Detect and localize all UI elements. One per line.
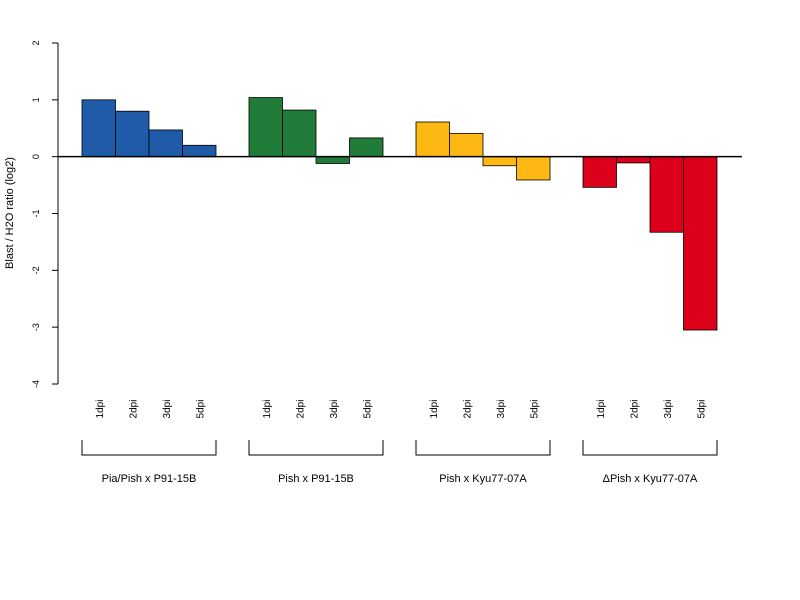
bar [415, 121, 450, 158]
bar [449, 132, 484, 158]
y-tick-label: 1 [31, 97, 41, 102]
x-tick-label: 3dpi [496, 400, 507, 419]
group-bracket [81, 440, 217, 456]
group-label: Pish x P91-15B [278, 473, 354, 485]
x-tick-label: 2dpi [128, 400, 139, 419]
y-tick-label: -4 [31, 380, 41, 388]
bars [81, 97, 718, 331]
bar [115, 110, 150, 158]
group-bracket [248, 440, 384, 456]
y-axis-label: Blast / H2O ratio (log2) [4, 157, 16, 269]
x-tick-label: 2dpi [462, 400, 473, 419]
bar [282, 109, 317, 158]
bar [649, 156, 684, 233]
group-label: ΔPish x Kyu77-07A [603, 473, 698, 485]
x-tick-label: 2dpi [295, 400, 306, 419]
group-bracket [582, 440, 718, 456]
y-tick-label: -1 [31, 209, 41, 217]
y-tick-label: -3 [31, 323, 41, 331]
x-tick-label: 1dpi [262, 400, 273, 419]
bar [182, 144, 217, 158]
y-tick-label: 2 [31, 40, 41, 45]
bar [148, 129, 183, 158]
x-tick-label: 3dpi [329, 400, 340, 419]
x-tick-label: 2dpi [629, 400, 640, 419]
bar [349, 137, 384, 158]
x-tick-label: 1dpi [95, 400, 106, 419]
x-tick-label: 3dpi [162, 400, 173, 419]
group-label: Pish x Kyu77-07A [439, 473, 527, 485]
bar [582, 156, 617, 188]
x-tick-label: 1dpi [596, 400, 607, 419]
x-tick-label: 5dpi [696, 400, 707, 419]
group-bracket [415, 440, 551, 456]
group-brackets: Pia/Pish x P91-15B Pish x P91-15B Pish x K… [81, 440, 718, 485]
bar [482, 156, 517, 167]
x-tick-label: 5dpi [362, 400, 373, 419]
y-tick-label: -2 [31, 266, 41, 274]
bar [516, 156, 551, 181]
x-tick-label: 3dpi [663, 400, 674, 419]
bar [683, 156, 718, 331]
x-tick-label: 5dpi [195, 400, 206, 419]
group-label: Pia/Pish x P91-15B [102, 473, 197, 485]
y-axis: -4 -3 -2 -1 0 1 2 [31, 40, 59, 388]
y-tick-label: 0 [31, 154, 41, 159]
bar [616, 156, 651, 164]
x-tick-label: 5dpi [529, 400, 540, 419]
bar [81, 99, 116, 158]
bar [315, 156, 350, 164]
bar [248, 97, 283, 158]
x-tick-labels: 1dpi 2dpi 3dpi 5dpi 1dpi 2dpi 3dpi 5dpi 1dpi 2dpi… [95, 400, 708, 419]
x-tick-label: 1dpi [429, 400, 440, 419]
